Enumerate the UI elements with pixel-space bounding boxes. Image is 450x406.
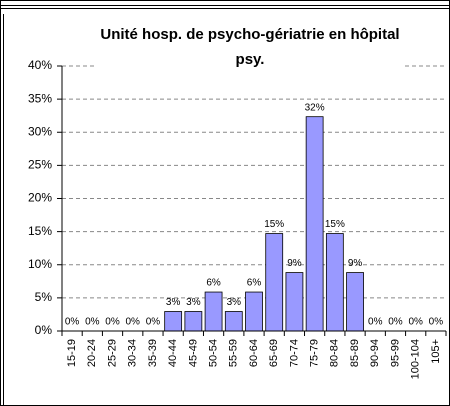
x-tick-label: 75-79 <box>309 339 321 367</box>
bar <box>164 311 183 332</box>
bar <box>184 311 203 332</box>
value-label: 0% <box>85 317 100 328</box>
y-tick-label: 0% <box>35 323 53 337</box>
bar <box>285 272 304 332</box>
y-tick-label: 30% <box>28 124 52 138</box>
value-label: 3% <box>227 297 242 308</box>
bar <box>305 116 324 332</box>
bar <box>224 311 243 332</box>
y-tick-label: 5% <box>35 290 53 304</box>
bar <box>245 291 263 332</box>
x-tick-label: 30-34 <box>127 339 139 367</box>
value-label: 6% <box>206 278 221 289</box>
value-label: 3% <box>166 297 181 308</box>
value-label: 0% <box>126 317 141 328</box>
y-tick-label: 35% <box>28 91 52 105</box>
x-tick-label: 100-104 <box>410 339 422 379</box>
y-tick-label: 10% <box>28 257 52 271</box>
value-label: 0% <box>105 317 120 328</box>
x-tick-label: 15-19 <box>66 339 78 367</box>
x-tick-label: 20-24 <box>86 339 98 367</box>
y-tick-label: 15% <box>28 224 52 238</box>
x-tick-label: 55-59 <box>228 339 240 367</box>
x-tick-label: 70-74 <box>288 339 300 367</box>
x-tick-label: 90-94 <box>369 339 381 367</box>
bar <box>325 233 344 332</box>
chart-title: Unité hosp. de psycho-gériatrie en hôpit… <box>95 22 405 72</box>
value-label: 0% <box>65 317 80 328</box>
value-label: 0% <box>408 317 423 328</box>
y-tick-label: 25% <box>28 158 52 172</box>
x-tick-label: 25-29 <box>106 339 118 367</box>
x-tick-label: 105+ <box>430 339 442 364</box>
x-tick-label: 45-49 <box>187 339 199 367</box>
bar <box>265 233 284 332</box>
value-label: 6% <box>247 278 262 289</box>
value-label: 3% <box>186 297 201 308</box>
value-label: 15% <box>264 219 284 230</box>
x-tick-label: 65-69 <box>268 339 280 367</box>
value-label: 9% <box>348 258 363 269</box>
value-label: 0% <box>146 317 161 328</box>
y-tick-label: 20% <box>28 191 52 205</box>
x-tick-label: 95-99 <box>389 339 401 367</box>
value-label: 32% <box>305 102 325 113</box>
bar <box>346 272 364 332</box>
x-tick-label: 80-84 <box>329 339 341 367</box>
value-label: 9% <box>287 258 302 269</box>
value-label: 0% <box>388 317 403 328</box>
x-tick-label: 35-39 <box>147 339 159 367</box>
y-tick-label: 40% <box>28 58 52 72</box>
x-tick-label: 50-54 <box>207 339 219 367</box>
value-label: 0% <box>429 317 444 328</box>
bar <box>204 291 223 332</box>
x-tick-label: 40-44 <box>167 339 179 367</box>
value-label: 15% <box>325 219 345 230</box>
x-tick-label: 85-89 <box>349 339 361 367</box>
x-tick-label: 60-64 <box>248 339 260 367</box>
value-label: 0% <box>368 317 383 328</box>
